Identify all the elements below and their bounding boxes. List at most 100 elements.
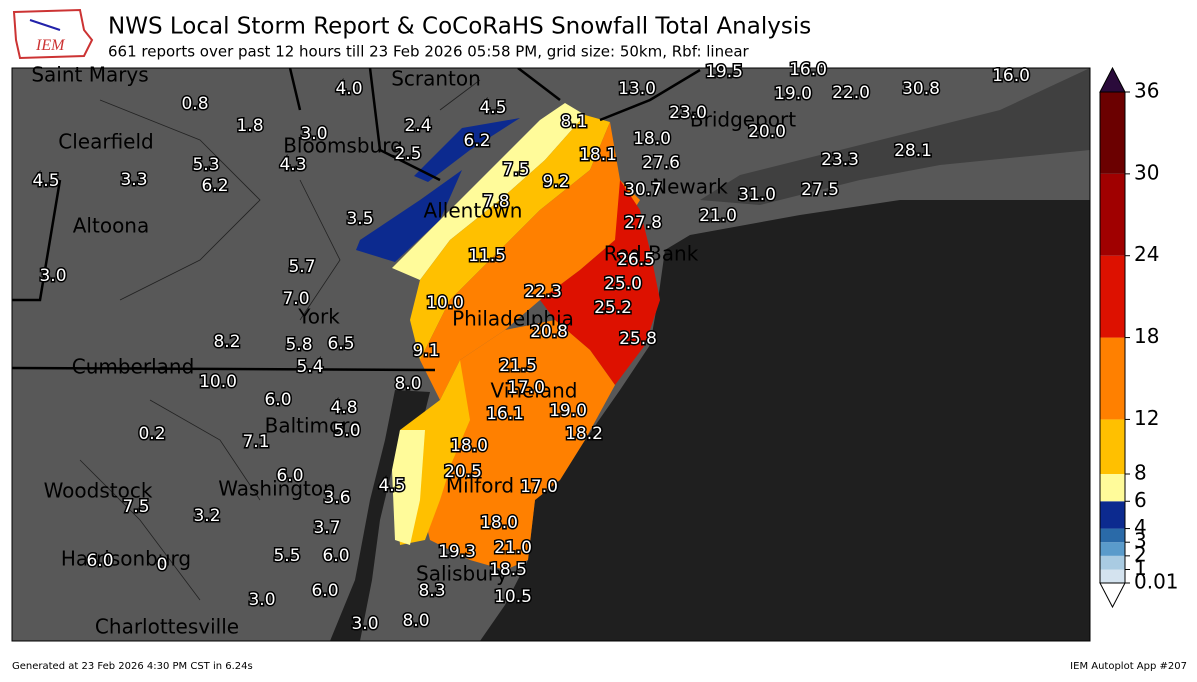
report-value: 1.8 xyxy=(236,116,263,136)
report-value: 6.0 xyxy=(86,551,113,571)
logo: IEM xyxy=(12,8,94,60)
report-value: 5.3 xyxy=(192,155,219,175)
report-value: 21.0 xyxy=(699,206,737,226)
report-value: 6.0 xyxy=(276,466,303,486)
report-value: 8.1 xyxy=(560,112,587,132)
report-value: 20.8 xyxy=(530,322,568,342)
report-value: 10.5 xyxy=(494,587,532,607)
report-value: 31.0 xyxy=(738,185,776,205)
report-value: 23.0 xyxy=(669,103,707,123)
report-value: 23.3 xyxy=(821,150,859,170)
city-label: Salisbury xyxy=(416,562,508,586)
report-value: 16.0 xyxy=(789,60,827,80)
city-label: Charlottesville xyxy=(95,615,239,639)
colorbar-under xyxy=(1099,582,1126,609)
report-value: 6.0 xyxy=(311,581,338,601)
report-value: 3.7 xyxy=(313,518,340,538)
report-value: 6.0 xyxy=(322,546,349,566)
report-value: 8.0 xyxy=(402,611,429,631)
report-value: 5.8 xyxy=(285,335,312,355)
report-value: 18.1 xyxy=(579,145,617,165)
report-value: 7.8 xyxy=(482,192,509,212)
colorbar-segment xyxy=(1100,501,1125,529)
report-value: 27.5 xyxy=(801,180,839,200)
report-value: 19.5 xyxy=(705,62,743,82)
report-value: 18.0 xyxy=(450,436,488,456)
report-value: 4.3 xyxy=(279,155,306,175)
colorbar-tick-label: 24 xyxy=(1134,242,1159,266)
city-label: Altoona xyxy=(73,214,149,238)
colorbar-tick-label: 2 xyxy=(1134,542,1147,566)
report-value: 2.4 xyxy=(404,116,431,136)
report-value: 7.5 xyxy=(502,160,529,180)
report-value: 18.5 xyxy=(489,560,527,580)
colorbar-segment xyxy=(1100,569,1125,583)
city-label: Philadelphia xyxy=(452,307,574,331)
report-value: 11.5 xyxy=(468,246,506,266)
report-value: 0.2 xyxy=(138,424,165,444)
colorbar-tick-label: 12 xyxy=(1134,406,1159,430)
report-value: 18.0 xyxy=(480,513,518,533)
report-value: 18.2 xyxy=(565,424,603,444)
report-value: 6.5 xyxy=(327,334,354,354)
report-value: 20.5 xyxy=(444,462,482,482)
footer-left: Generated at 23 Feb 2026 4:30 PM CST in … xyxy=(12,661,253,672)
city-label: Harrisonburg xyxy=(61,547,191,571)
report-value: 27.6 xyxy=(642,153,680,173)
report-value: 4.8 xyxy=(330,398,357,418)
report-value: 5.0 xyxy=(333,421,360,441)
report-value: 7.0 xyxy=(282,289,309,309)
city-label: Washington xyxy=(218,477,336,501)
report-value: 3.5 xyxy=(346,209,373,229)
colorbar-tick-label: 30 xyxy=(1134,160,1159,184)
report-value: 3.6 xyxy=(323,488,350,508)
city-label: Bridgeport xyxy=(690,108,796,132)
report-value: 25.8 xyxy=(619,329,657,349)
colorbar-segment xyxy=(1100,555,1125,570)
report-value: 28.1 xyxy=(894,141,932,161)
colorbar-segment xyxy=(1100,542,1125,556)
report-value: 2.5 xyxy=(394,144,421,164)
report-value: 8.2 xyxy=(213,332,240,352)
report-value: 7.5 xyxy=(122,497,149,517)
city-label: Red Bank xyxy=(604,242,699,266)
report-value: 26.5 xyxy=(617,250,655,270)
report-value: 22.3 xyxy=(524,282,562,302)
report-value: 25.0 xyxy=(604,274,642,294)
colorbar-segment xyxy=(1100,473,1125,502)
report-value: 13.0 xyxy=(618,79,656,99)
city-label: Allentown xyxy=(424,199,523,223)
report-value: 22.0 xyxy=(832,83,870,103)
city-label: Baltimore xyxy=(265,414,362,438)
colorbar-tick-label: 36 xyxy=(1134,79,1159,103)
report-value: 30.8 xyxy=(902,79,940,99)
colorbar-tick-label: 1 xyxy=(1134,556,1147,580)
report-value: 16.0 xyxy=(992,66,1030,86)
report-value: 21.0 xyxy=(494,538,532,558)
labels: Saint Marys Scranton Clearfield Bloomsburg B… xyxy=(31,59,1031,639)
logo-text: IEM xyxy=(35,37,66,54)
colorbar-segment xyxy=(1100,337,1125,420)
city-label: Cumberland xyxy=(72,355,195,379)
footer-right: IEM Autoplot App #207 xyxy=(1070,661,1187,672)
report-value: 16.1 xyxy=(486,404,524,424)
colorbar-segment xyxy=(1100,528,1125,543)
city-label: Saint Marys xyxy=(31,63,148,87)
report-value: 8.0 xyxy=(394,374,421,394)
colorbar-tick-label: 8 xyxy=(1134,460,1147,484)
report-value: 30.7 xyxy=(624,180,662,200)
report-value: 9.2 xyxy=(542,172,569,192)
city-label: Milford xyxy=(446,474,514,498)
colorbar-segment xyxy=(1100,173,1125,256)
city-label: Scranton xyxy=(391,67,481,91)
report-value: 5.4 xyxy=(296,357,323,377)
report-value: 19.3 xyxy=(438,542,476,562)
report-value: 20.0 xyxy=(748,122,786,142)
report-value: 0 xyxy=(157,555,168,575)
colorbar-tick-label: 18 xyxy=(1134,324,1159,348)
city-label: Newark xyxy=(652,175,728,199)
report-value: 27.8 xyxy=(624,213,662,233)
colorbar-segment xyxy=(1100,419,1125,474)
report-value: 8.3 xyxy=(418,581,445,601)
